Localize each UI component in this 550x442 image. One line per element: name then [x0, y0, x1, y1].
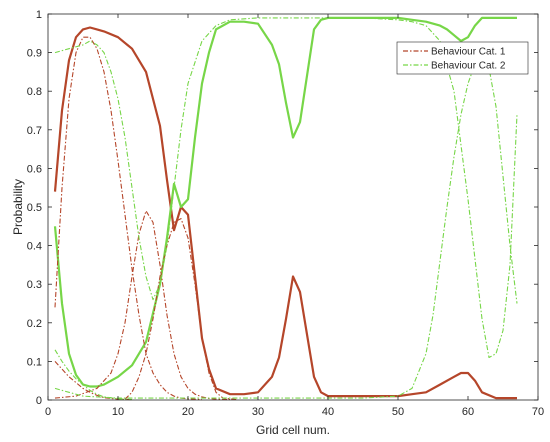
y-tick-label: 1 — [36, 9, 42, 21]
series-layer — [53, 16, 518, 401]
series-line-9 — [54, 349, 133, 401]
y-tick-label: 0.3 — [27, 279, 42, 291]
x-tick-label: 20 — [182, 406, 194, 418]
y-tick-label: 0.8 — [27, 86, 42, 98]
series-line-7 — [54, 17, 518, 359]
x-tick-label: 40 — [322, 406, 334, 418]
y-tick-label: 0.2 — [27, 318, 42, 330]
x-tick-label: 50 — [392, 406, 404, 418]
x-ticks: 0 10 20 30 40 50 60 70 — [45, 14, 544, 418]
legend-label-cat-2: Behaviour Cat. 2 — [431, 61, 506, 72]
x-tick-label: 10 — [112, 406, 124, 418]
y-tick-label: 0.6 — [27, 163, 42, 175]
x-tick-label: 30 — [252, 406, 264, 418]
series-line-4 — [54, 210, 231, 401]
series-line-3 — [54, 36, 203, 401]
x-tick-label: 0 — [45, 406, 51, 418]
y-tick-label: 0.9 — [27, 48, 42, 60]
x-tick-label: 70 — [532, 406, 544, 418]
y-tick-label: 0 — [36, 395, 42, 407]
plot-area — [48, 14, 538, 400]
series-line-2 — [53, 16, 517, 388]
series-line-6 — [54, 361, 133, 401]
y-tick-label: 0.1 — [27, 356, 42, 368]
x-axis-label: Grid cell num. — [256, 423, 330, 437]
x-tick-label: 60 — [462, 406, 474, 418]
series-line-8 — [54, 59, 518, 399]
series-line-1 — [53, 26, 517, 400]
y-tick-label: 0.7 — [27, 125, 42, 137]
y-axis-label: Probability — [11, 179, 25, 235]
series-line-5 — [124, 218, 238, 401]
legend-label-cat-1: Behaviour Cat. 1 — [431, 47, 506, 58]
y-tick-label: 0.5 — [27, 202, 42, 214]
legend-box — [396, 41, 529, 75]
legend: Behaviour Cat. 1 Behaviour Cat. 2 — [396, 41, 529, 75]
y-tick-label: 0.4 — [27, 241, 42, 253]
y-ticks: 0 0.1 0.2 0.3 0.4 0.5 0.6 0.7 0.8 0.9 1 — [27, 9, 538, 407]
